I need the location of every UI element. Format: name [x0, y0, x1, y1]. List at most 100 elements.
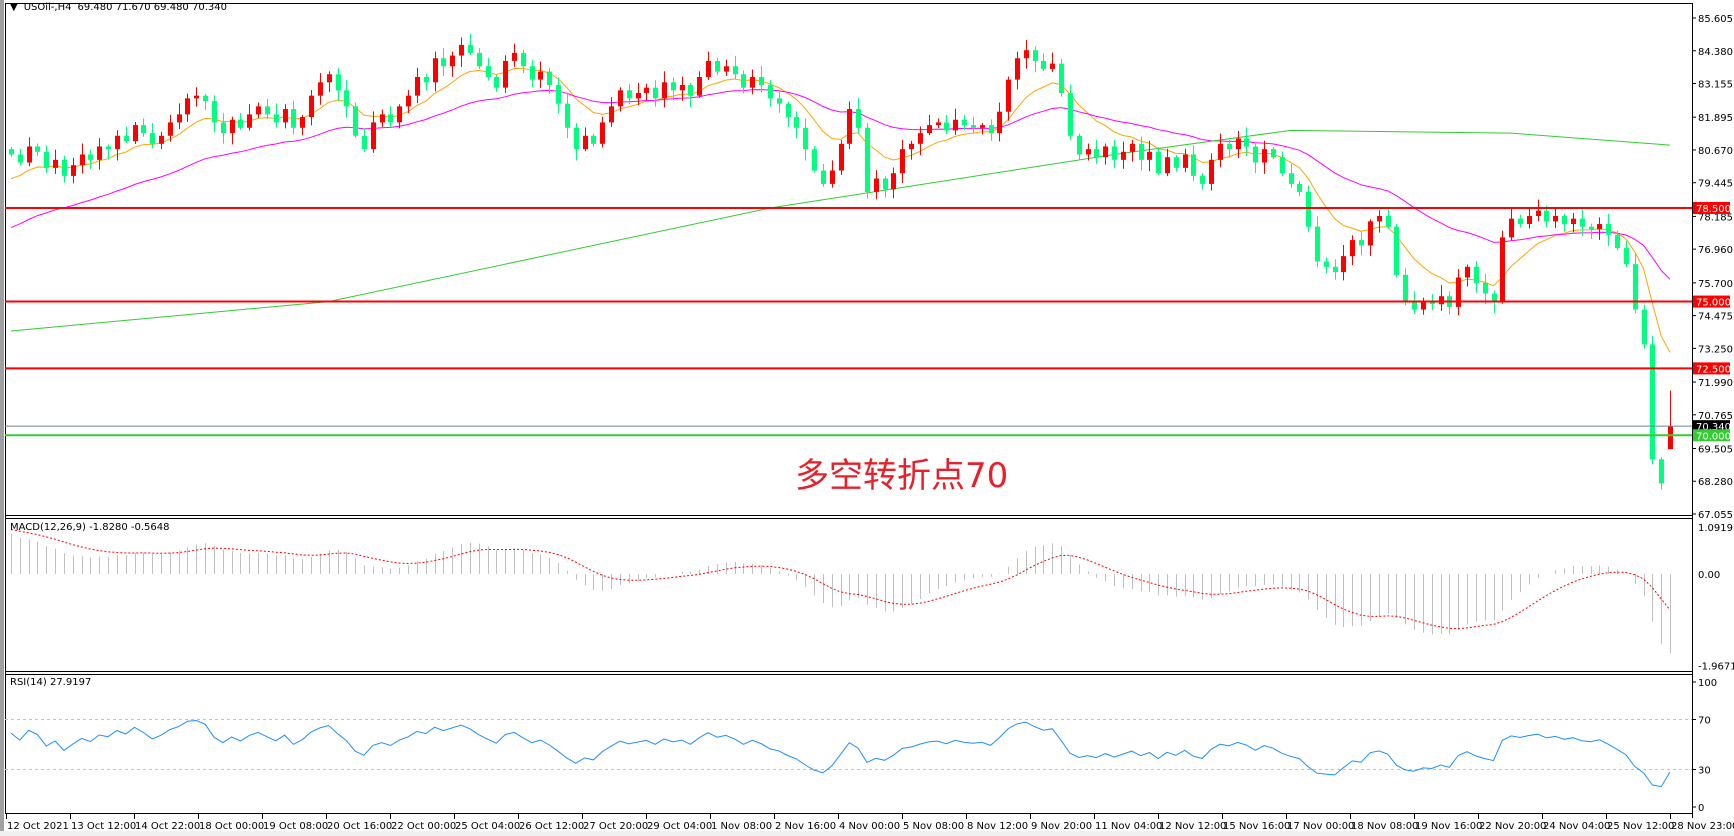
candle-body: [900, 149, 905, 174]
candle: [680, 76, 685, 101]
candle: [424, 73, 429, 91]
candle: [1650, 335, 1655, 465]
candle: [521, 49, 526, 73]
candle: [1262, 140, 1267, 174]
candle: [1553, 207, 1558, 229]
time-tick-label: 18 Nov 08:00: [1351, 821, 1418, 832]
candle-body: [309, 95, 314, 118]
candle: [1147, 140, 1152, 172]
candle-body: [71, 165, 76, 176]
candle-body: [733, 66, 738, 75]
current-price-label: 70.340: [1696, 422, 1731, 433]
candle: [1580, 209, 1585, 236]
candle: [106, 144, 111, 160]
candles: [9, 33, 1673, 490]
candle-body: [724, 66, 729, 72]
candle: [238, 113, 243, 130]
candle: [256, 102, 261, 119]
candle-body: [1006, 79, 1011, 112]
rsi-tick-label: 100: [1698, 678, 1717, 689]
candle: [1518, 214, 1523, 228]
candle-body: [300, 117, 305, 128]
candle: [1659, 457, 1664, 490]
rsi-panel: 100 70 30 0: [5, 678, 1717, 814]
horizontal-lines: [5, 206, 1692, 437]
candle: [380, 109, 385, 127]
time-tick-label: 24 Nov 04:00: [1543, 821, 1610, 832]
candle-body: [62, 159, 67, 176]
annotation-text: 多空转折点70: [795, 456, 1009, 496]
candle-body: [230, 119, 235, 134]
candle-body: [538, 71, 543, 80]
candle-body: [1324, 261, 1329, 267]
candle: [627, 83, 632, 105]
candle-body: [547, 71, 552, 85]
candle: [1474, 261, 1479, 293]
candle: [9, 147, 14, 157]
candle: [777, 89, 782, 113]
candle-body: [1033, 50, 1038, 61]
candle-body: [1015, 58, 1020, 80]
candle: [247, 104, 252, 131]
candle-body: [812, 149, 817, 171]
candle: [115, 130, 120, 161]
candle: [1571, 212, 1576, 233]
candle: [583, 127, 588, 152]
candle-body: [1209, 159, 1214, 184]
candle-body: [1244, 138, 1249, 147]
candle-body: [9, 149, 14, 155]
candle-body: [486, 66, 491, 77]
candle-body: [124, 135, 129, 142]
time-tick-label: 25 Oct 04:00: [455, 821, 520, 832]
candle-body: [27, 146, 32, 163]
candle-body: [1086, 149, 1091, 155]
candle-body: [759, 76, 764, 85]
candle: [874, 170, 879, 200]
candle-body: [203, 95, 208, 102]
candle-body: [221, 122, 226, 134]
price-tick-label: 80.670: [1698, 146, 1733, 157]
candle: [1333, 259, 1338, 280]
candle-body: [424, 76, 429, 83]
candle: [503, 55, 508, 93]
candle-body: [18, 154, 23, 163]
candle: [1015, 51, 1020, 90]
candle-body: [1518, 218, 1523, 225]
candle: [706, 51, 711, 80]
rsi-line: [10, 719, 1671, 788]
candle-body: [1121, 151, 1126, 160]
candle-body: [1253, 146, 1258, 163]
candle: [733, 56, 738, 80]
candle-body: [512, 52, 517, 61]
candle: [971, 116, 976, 134]
candle: [1077, 133, 1082, 160]
candle: [1059, 58, 1064, 97]
candle-body: [1500, 237, 1505, 302]
candle: [194, 87, 199, 107]
candle: [283, 104, 288, 129]
candle-body: [1112, 146, 1117, 160]
candle: [477, 48, 482, 70]
candle-body: [441, 58, 446, 67]
macd-panel: 1.0919 0.00 -1.9671: [10, 523, 1734, 672]
candle-body: [327, 74, 332, 83]
candle-body: [936, 122, 941, 126]
candle: [406, 89, 411, 114]
candle-body: [371, 122, 376, 150]
left-frame: [0, 0, 4, 831]
candle: [1421, 297, 1426, 315]
price-tick-label: 70.765: [1698, 411, 1733, 422]
candle: [538, 61, 543, 88]
dropdown-triangle-icon[interactable]: ▼: [10, 2, 18, 13]
candle-body: [433, 58, 438, 83]
candle: [1103, 143, 1108, 165]
candle-body: [1262, 149, 1267, 163]
candle-body: [1421, 301, 1426, 310]
time-tick-label: 1 Nov 08:00: [711, 821, 772, 832]
candle: [574, 122, 579, 161]
candle-body: [194, 95, 199, 99]
candle: [1597, 217, 1602, 240]
candle: [1165, 148, 1170, 177]
slow-ma-line: [10, 89, 1671, 280]
